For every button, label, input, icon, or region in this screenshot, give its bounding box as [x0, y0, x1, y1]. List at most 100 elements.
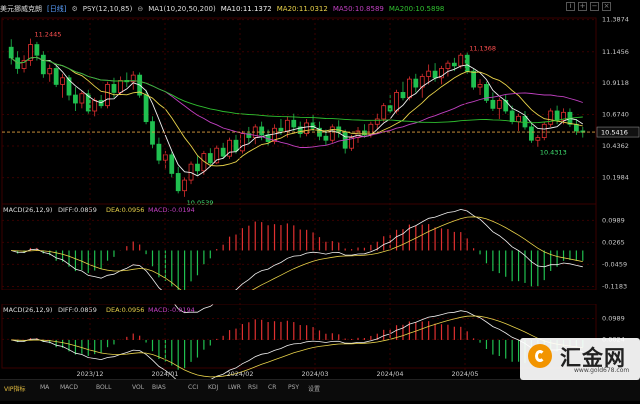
ma10-line: [10, 56, 584, 177]
candle-body: [47, 68, 53, 75]
candle-body: [85, 93, 91, 112]
ma20-line: [10, 56, 583, 167]
period-label[interactable]: [日线]: [47, 5, 67, 13]
logo-text: 汇金网: [560, 346, 626, 370]
candle-body: [53, 68, 59, 85]
candle-body: [439, 68, 444, 79]
indicator-tab-10[interactable]: CR: [268, 384, 277, 391]
macd-panel-1-dea: DEA:0.0956: [106, 206, 144, 214]
macd-panel-2-label: MACD(26,12,9): [3, 306, 52, 314]
candle-body: [529, 126, 534, 141]
candle-body: [535, 137, 541, 141]
candle-body: [272, 127, 277, 142]
candle-body: [117, 80, 123, 93]
remove-icon[interactable]: ⊖: [137, 5, 144, 13]
low-annotation-1: 10.0539: [187, 199, 214, 207]
y-tick-label: 10.4362: [602, 142, 629, 150]
candle-body: [246, 133, 252, 138]
macd-panel-1-y-tick: -0.0459: [602, 260, 627, 268]
current-price-label: 10.5416: [601, 129, 628, 137]
candle-body: [291, 119, 297, 128]
indicator-tab-11[interactable]: PSY: [288, 384, 300, 391]
panel-separator: [0, 290, 640, 304]
indicator-tab-9[interactable]: RSI: [248, 384, 258, 391]
candle-body: [413, 78, 419, 88]
y-tick-label: 11.1456: [602, 48, 629, 56]
candle-body: [240, 133, 245, 152]
minus-icon[interactable]: −: [590, 2, 599, 11]
candle-body: [561, 111, 566, 121]
symbol-title: 美元挪威克朗: [0, 5, 42, 13]
candle-body: [554, 110, 560, 121]
ma200-value: MA200:10.5898: [388, 5, 445, 13]
macd-panel-1-y-tick: 0.0989: [602, 216, 625, 224]
x-tick-label: 2024/04: [376, 370, 403, 378]
high-annotation-1: 11.2445: [34, 31, 61, 39]
candle-body: [394, 92, 399, 112]
info-icon[interactable]: i: [566, 2, 575, 11]
macd-panel-1-dea-line: [11, 216, 583, 303]
candle-body: [451, 62, 457, 67]
indicator-tab-0[interactable]: VIP指标: [4, 386, 26, 393]
candle-body: [426, 70, 432, 77]
macd-panel-1-frame: [1, 203, 597, 291]
candle-body: [79, 93, 85, 104]
candle-body: [220, 147, 226, 157]
candle-body: [66, 77, 72, 96]
indicator-tab-4[interactable]: VOL: [132, 384, 145, 391]
gear-icon[interactable]: ⚙: [71, 5, 78, 13]
candle-body: [143, 94, 149, 123]
x-tick-label: 2024/01: [151, 370, 178, 378]
candle-body: [381, 105, 387, 120]
candle-body: [214, 147, 220, 164]
candle-body: [484, 84, 489, 101]
ma200-line: [10, 56, 583, 124]
indicator-tab-2[interactable]: MACD: [60, 384, 78, 391]
indicator-tab-6[interactable]: CCI: [188, 384, 199, 391]
candle-body: [349, 137, 354, 149]
candle-body: [105, 84, 110, 107]
candle-body: [362, 130, 367, 136]
indicator-tab-3[interactable]: BOLL: [96, 384, 112, 391]
candle-body: [207, 153, 213, 164]
candle-body: [297, 126, 303, 134]
macd-panel-2-dea-line: [11, 315, 583, 378]
candle-body: [111, 84, 117, 93]
candle-body: [432, 70, 438, 79]
candle-body: [233, 139, 239, 152]
macd-panel-2-diff-line: [11, 310, 583, 385]
logo-url: www.gold678.com: [574, 367, 630, 374]
macd-panel-1-diff-line: [11, 208, 583, 314]
candle-body: [150, 121, 155, 145]
candle-body: [284, 119, 290, 132]
y-tick-label: 10.6740: [602, 110, 629, 118]
low-annotation-2: 10.4313: [540, 149, 567, 157]
indicator-tab-5[interactable]: BIAS: [152, 384, 166, 391]
y-tick-label: 11.3874: [602, 16, 629, 24]
macd-panel-2-macd: MACD:-0.0194: [148, 306, 195, 314]
candle-body: [490, 99, 496, 109]
plus-icon[interactable]: +: [578, 2, 587, 11]
indicator-tab-12[interactable]: 设置: [308, 386, 321, 393]
candle-body: [471, 70, 477, 88]
price-header: 美元挪威克朗 [日线] ⚙ PSY(12,10,85) ⊖ MA1(10,20,…: [0, 2, 444, 16]
candle-body: [92, 99, 98, 112]
indicator-tab-8[interactable]: LWR: [228, 384, 241, 391]
candle-body: [400, 92, 406, 99]
logo-mark-icon: [528, 344, 552, 368]
ma20-value: MA20:11.0312: [276, 5, 328, 13]
candle-body: [156, 143, 162, 161]
candle-body: [548, 110, 554, 125]
x-tick-label: 2024/02: [226, 370, 253, 378]
y-tick-label: 10.1984: [602, 174, 629, 182]
candle-body: [21, 60, 27, 69]
close-icon[interactable]: ×: [602, 2, 611, 11]
candle-body: [130, 74, 136, 83]
candle-body: [323, 135, 329, 141]
indicator-tab-1[interactable]: MA: [40, 384, 50, 391]
macd-panel-1-label: MACD(26,12,9): [3, 206, 52, 214]
candle-body: [310, 122, 316, 129]
indicator-tab-7[interactable]: KDJ: [208, 384, 219, 391]
candle-body: [182, 179, 188, 192]
